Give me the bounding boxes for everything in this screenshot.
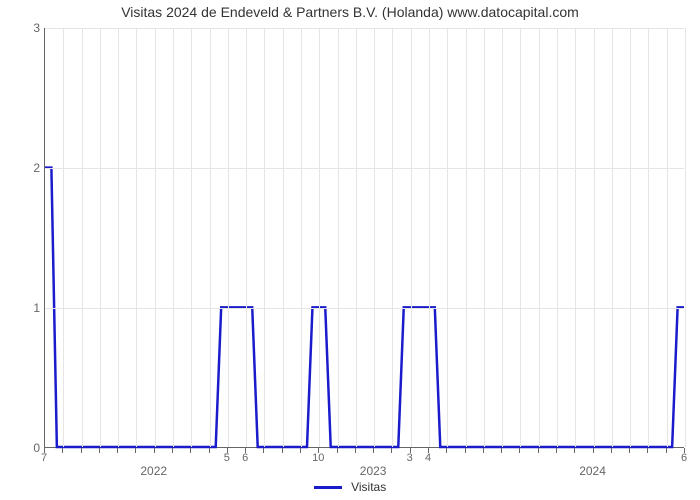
chart-container: Visitas 2024 de Endeveld & Partners B.V.…	[0, 0, 700, 500]
xtick	[172, 448, 173, 453]
xtick	[135, 448, 136, 453]
xtick-label: 6	[681, 452, 687, 464]
gridline-v	[228, 28, 229, 447]
gridline-v	[173, 28, 174, 447]
gridline-v	[557, 28, 558, 447]
gridline-v	[447, 28, 448, 447]
gridline-v	[82, 28, 83, 447]
xtick	[556, 448, 557, 453]
gridline-v	[264, 28, 265, 447]
gridline-v	[136, 28, 137, 447]
xtick	[99, 448, 100, 453]
xtick-year-label: 2023	[360, 464, 387, 478]
gridline-v	[319, 28, 320, 447]
gridline-v	[667, 28, 668, 447]
gridline-h	[45, 168, 684, 169]
gridline-v	[411, 28, 412, 447]
legend: Visitas	[0, 480, 700, 494]
gridline-v	[484, 28, 485, 447]
gridline-v	[466, 28, 467, 447]
gridline-v	[338, 28, 339, 447]
ytick-label: 2	[10, 161, 40, 175]
xtick	[117, 448, 118, 453]
gridline-v	[685, 28, 686, 447]
gridline-v	[520, 28, 521, 447]
xtick	[282, 448, 283, 453]
xtick	[154, 448, 155, 453]
gridline-v	[155, 28, 156, 447]
ytick-label: 3	[10, 21, 40, 35]
xtick	[300, 448, 301, 453]
gridline-v	[191, 28, 192, 447]
xtick	[391, 448, 392, 453]
xtick	[62, 448, 63, 453]
chart-title: Visitas 2024 de Endeveld & Partners B.V.…	[0, 4, 700, 20]
xtick-label: 6	[242, 452, 248, 464]
xtick-year-label: 2022	[140, 464, 167, 478]
xtick	[629, 448, 630, 453]
gridline-h	[45, 308, 684, 309]
gridline-v	[301, 28, 302, 447]
xtick	[519, 448, 520, 453]
xtick	[666, 448, 667, 453]
xtick	[446, 448, 447, 453]
gridline-v	[630, 28, 631, 447]
gridline-v	[118, 28, 119, 447]
gridline-v	[575, 28, 576, 447]
gridline-v	[539, 28, 540, 447]
xtick	[81, 448, 82, 453]
gridline-v	[63, 28, 64, 447]
legend-label: Visitas	[351, 480, 386, 494]
xtick	[647, 448, 648, 453]
gridline-v	[502, 28, 503, 447]
gridline-v	[648, 28, 649, 447]
xtick-label: 3	[407, 452, 413, 464]
xtick-label: 7	[41, 452, 47, 464]
xtick	[190, 448, 191, 453]
ytick-label: 1	[10, 301, 40, 315]
xtick	[574, 448, 575, 453]
xtick	[611, 448, 612, 453]
ytick-label: 0	[10, 441, 40, 455]
gridline-v	[429, 28, 430, 447]
xtick	[355, 448, 356, 453]
xtick	[593, 448, 594, 453]
xtick-label: 4	[425, 452, 431, 464]
gridline-v	[594, 28, 595, 447]
gridline-v	[356, 28, 357, 447]
gridline-h	[45, 28, 684, 29]
xtick	[263, 448, 264, 453]
xtick	[337, 448, 338, 453]
xtick-label: 10	[312, 452, 324, 464]
xtick	[465, 448, 466, 453]
gridline-v	[374, 28, 375, 447]
xtick-label: 5	[224, 452, 230, 464]
gridline-v	[392, 28, 393, 447]
xtick	[483, 448, 484, 453]
gridline-v	[283, 28, 284, 447]
gridline-v	[210, 28, 211, 447]
gridline-v	[612, 28, 613, 447]
gridline-v	[246, 28, 247, 447]
gridline-v	[100, 28, 101, 447]
xtick	[501, 448, 502, 453]
xtick	[373, 448, 374, 453]
xtick	[209, 448, 210, 453]
legend-swatch	[314, 486, 342, 489]
line-series	[45, 28, 684, 447]
xtick-year-label: 2024	[579, 464, 606, 478]
xtick	[538, 448, 539, 453]
plot-area	[44, 28, 684, 448]
